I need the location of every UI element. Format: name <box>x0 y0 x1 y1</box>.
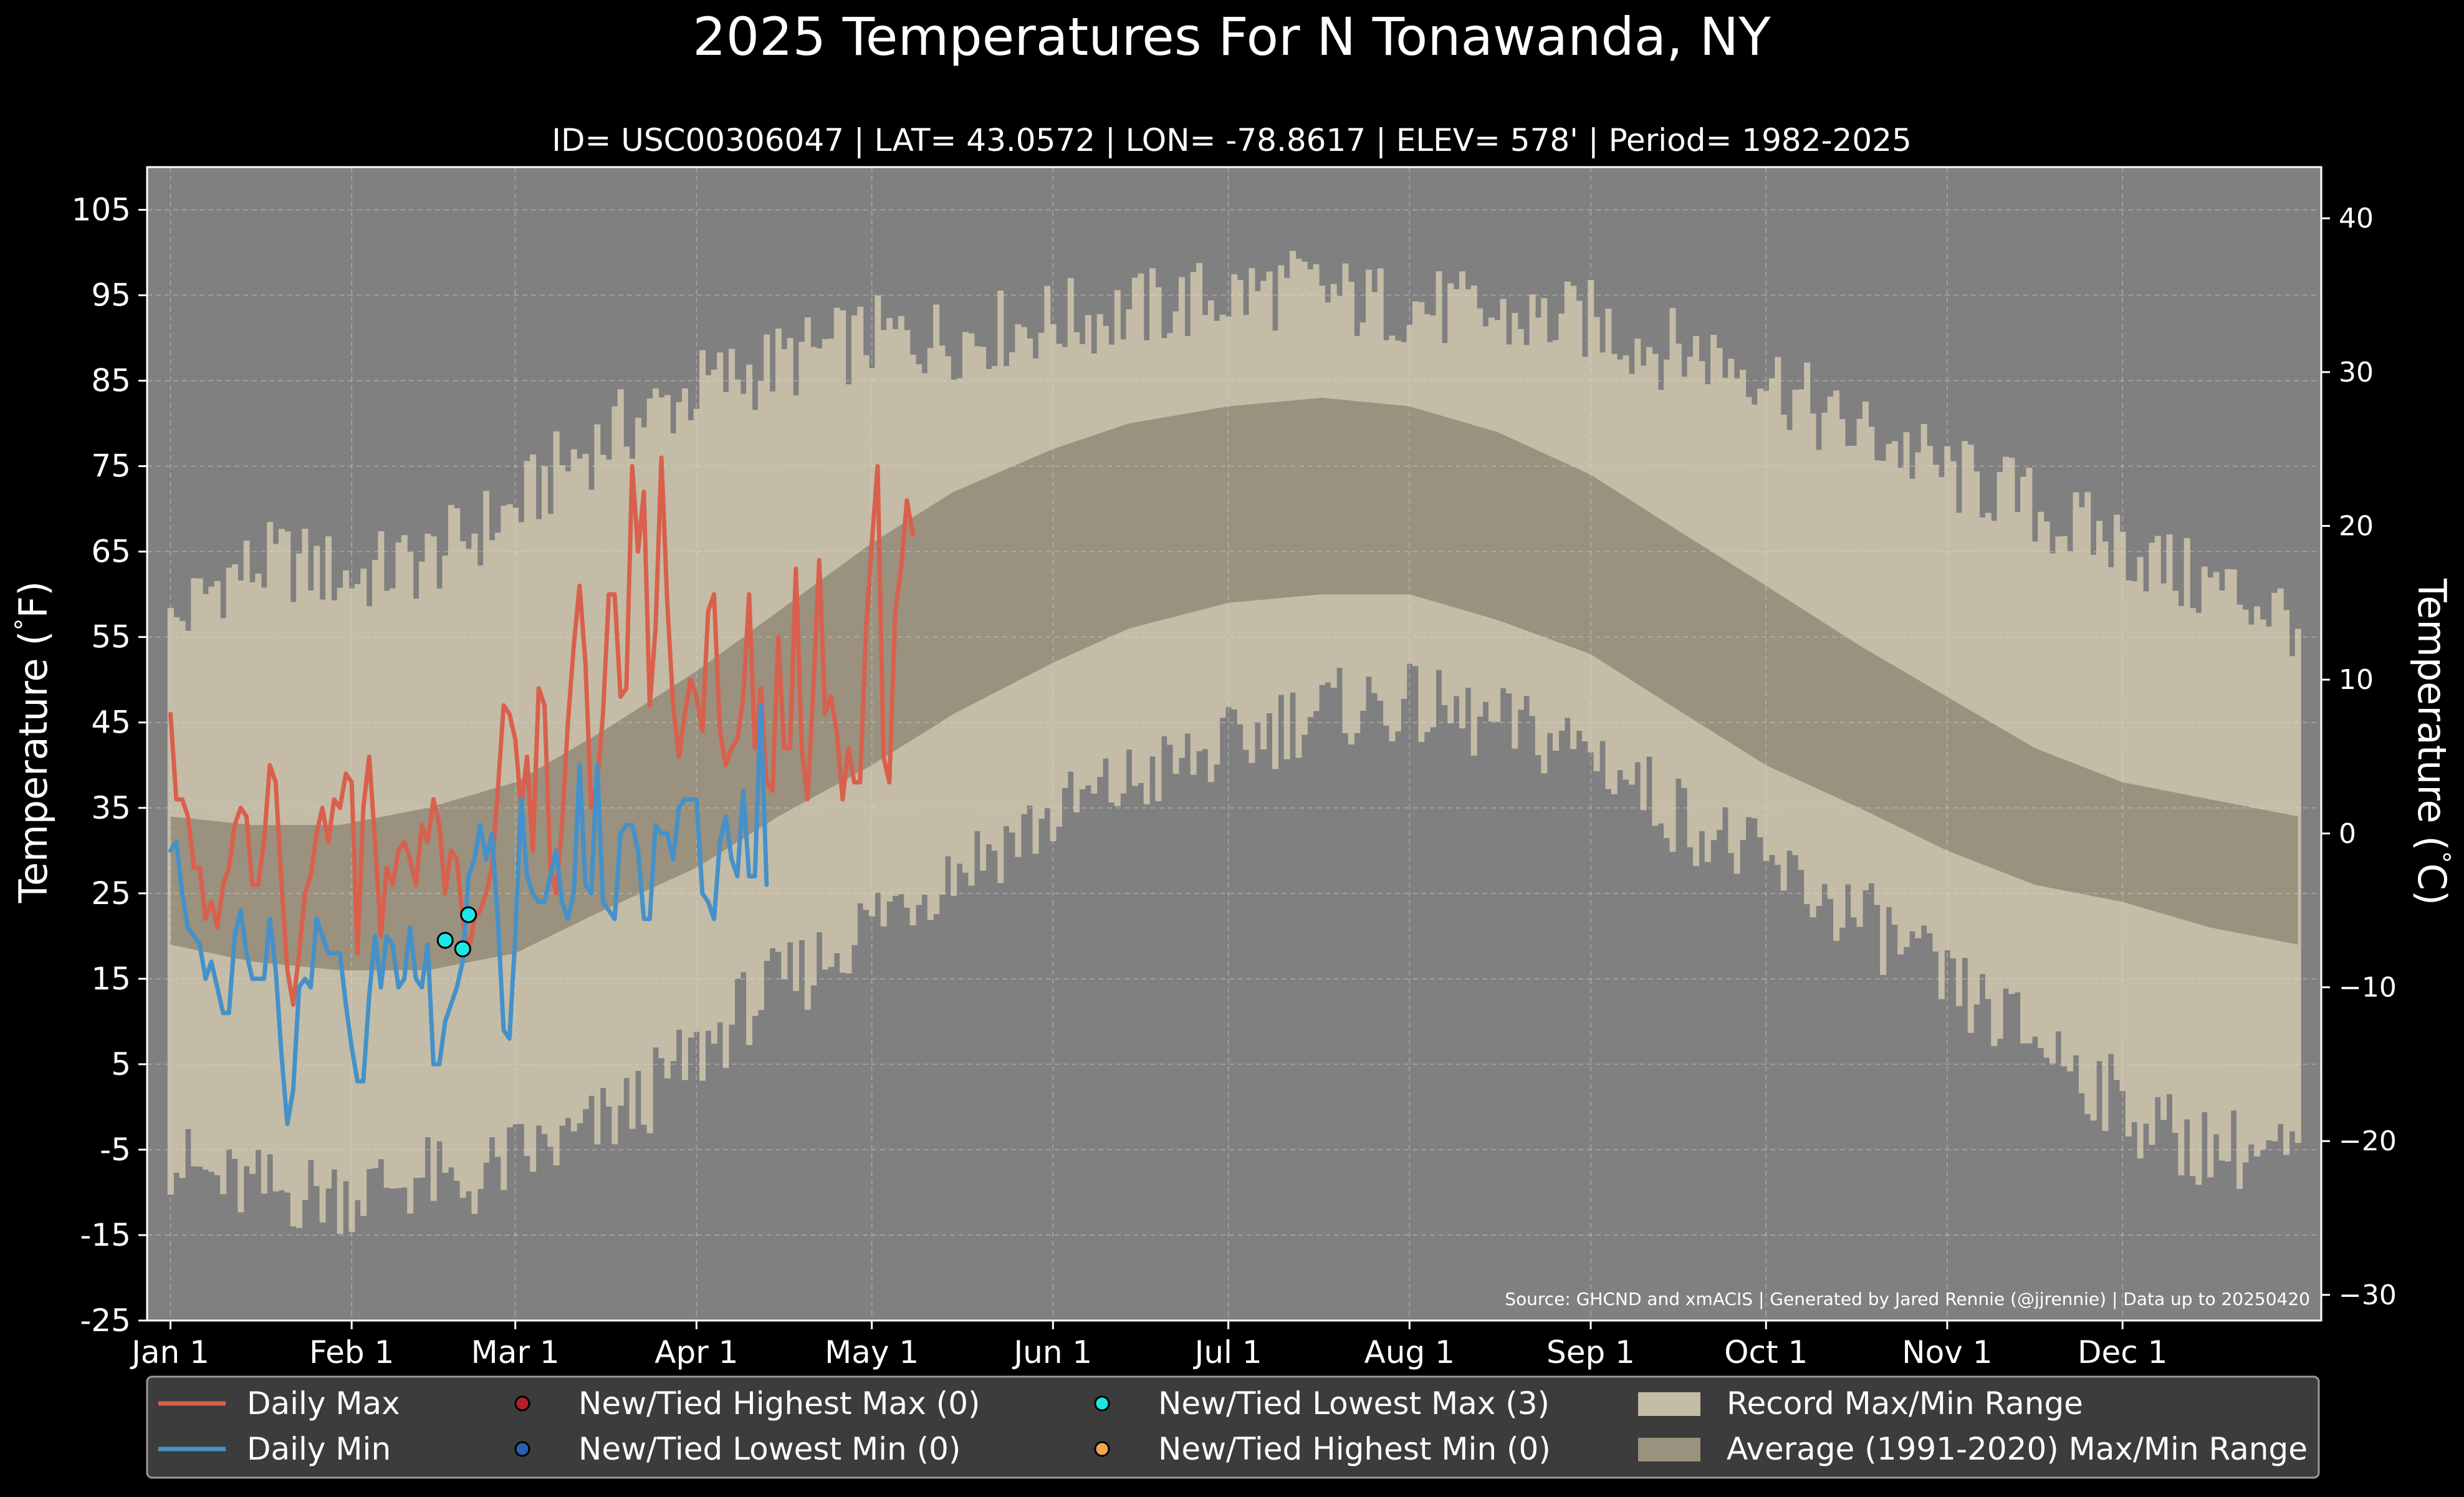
y-tick-label: 105 <box>72 192 131 228</box>
new-lowest-max-marker <box>460 906 477 923</box>
x-tick-label: Jan 1 <box>130 1334 209 1370</box>
x-tick-label: Feb 1 <box>309 1334 394 1370</box>
legend-label: New/Tied Lowest Max (3) <box>1158 1385 1550 1422</box>
y-tick-label: 25 <box>91 875 131 912</box>
y-tick-label: -5 <box>100 1132 131 1168</box>
legend-marker-swatch <box>1094 1395 1110 1412</box>
y2-tick-label: 20 <box>2339 510 2374 542</box>
record-bar <box>2002 456 2009 989</box>
x-tick-label: Jul 1 <box>1193 1334 1262 1370</box>
y-axis-right: 40 30 20 10 0 −10 −20 −30 <box>2321 203 2397 1311</box>
plot-frame <box>146 166 2323 1322</box>
new-lowest-max-marker <box>436 931 454 949</box>
legend: Daily Max Daily Min New/Tied Highest Max (… <box>146 1375 2320 1479</box>
y-tick-label: 85 <box>91 363 131 399</box>
x-tick-label: Aug 1 <box>1364 1334 1455 1370</box>
source-note: Source: GHCND and xmACIS | Generated by … <box>1505 1289 2310 1309</box>
plot-area <box>146 166 2323 1322</box>
x-tick-label: Nov 1 <box>1902 1334 1992 1370</box>
daily-max-line <box>168 455 915 1007</box>
x-tick-label: Jun 1 <box>1012 1334 1092 1370</box>
x-tick-label: Dec 1 <box>2078 1334 2167 1370</box>
y2-tick-label: 30 <box>2339 357 2374 388</box>
daily-min-line <box>168 703 769 1127</box>
legend-marker-swatch <box>514 1395 530 1412</box>
legend-label: Average (1991-2020) Max/Min Range <box>1727 1431 2308 1467</box>
y-tick-label: 55 <box>91 619 131 655</box>
x-tick-label: May 1 <box>825 1334 919 1370</box>
y-tick-label: 5 <box>111 1046 131 1082</box>
legend-label: Daily Min <box>247 1431 391 1467</box>
y2-tick-label: 0 <box>2339 818 2356 850</box>
record-bar <box>1862 401 1869 890</box>
x-axis: Jan 1 Feb 1 Mar 1 Apr 1 May 1 Jun 1 Jul 1 Aug 1… <box>130 1321 2167 1370</box>
y-tick-label: -25 <box>80 1302 131 1339</box>
legend-patch-swatch <box>1638 1392 1700 1416</box>
legend-label: Record Max/Min Range <box>1727 1385 2083 1422</box>
average-range <box>170 398 2298 971</box>
legend-marker-swatch <box>1094 1441 1110 1457</box>
record-bar <box>1962 441 1968 958</box>
y2-tick-label: −10 <box>2339 971 2397 1003</box>
legend-box <box>146 1375 2320 1479</box>
y-tick-label: 45 <box>91 705 131 741</box>
legend-label: New/Tied Highest Max (0) <box>578 1385 980 1422</box>
chart-subtitle: ID= USC00306047 | LAT= 43.0572 | LON= -7… <box>552 122 1912 158</box>
y2-tick-label: 10 <box>2339 664 2374 696</box>
y2-axis-label: Temperature (°C) <box>2409 578 2455 905</box>
legend-label: New/Tied Highest Min (0) <box>1158 1431 1551 1467</box>
x-tick-label: Mar 1 <box>471 1334 560 1370</box>
legend-patch-swatch <box>1638 1438 1700 1461</box>
y2-tick-label: −30 <box>2339 1279 2397 1311</box>
y2-tick-label: −20 <box>2339 1125 2397 1157</box>
y-axis-label: Temperature (°F) <box>11 581 56 904</box>
y-tick-label: 95 <box>91 277 131 314</box>
record-bar <box>1920 424 1927 926</box>
x-tick-label: Apr 1 <box>654 1334 738 1370</box>
y-axis-left: 105 95 85 75 65 55 45 35 25 15 5 -5 -15 -25 <box>72 192 147 1339</box>
new-lowest-max-marker <box>454 940 471 958</box>
y2-tick-label: 40 <box>2339 203 2374 234</box>
record-bar <box>2008 458 2015 994</box>
y-tick-label: 35 <box>91 790 131 826</box>
y-tick-label: -15 <box>80 1217 131 1253</box>
legend-label: New/Tied Lowest Min (0) <box>578 1431 961 1467</box>
record-bar <box>2294 628 2301 1143</box>
x-tick-label: Oct 1 <box>1724 1334 1808 1370</box>
legend-label: Daily Max <box>247 1385 400 1422</box>
legend-marker-swatch <box>514 1441 530 1457</box>
y-tick-label: 65 <box>91 534 131 570</box>
y-tick-label: 15 <box>91 961 131 997</box>
y-tick-label: 75 <box>91 448 131 484</box>
chart-title: 2025 Temperatures For N Tonawanda, NY <box>693 6 1771 67</box>
x-tick-label: Sep 1 <box>1546 1334 1635 1370</box>
